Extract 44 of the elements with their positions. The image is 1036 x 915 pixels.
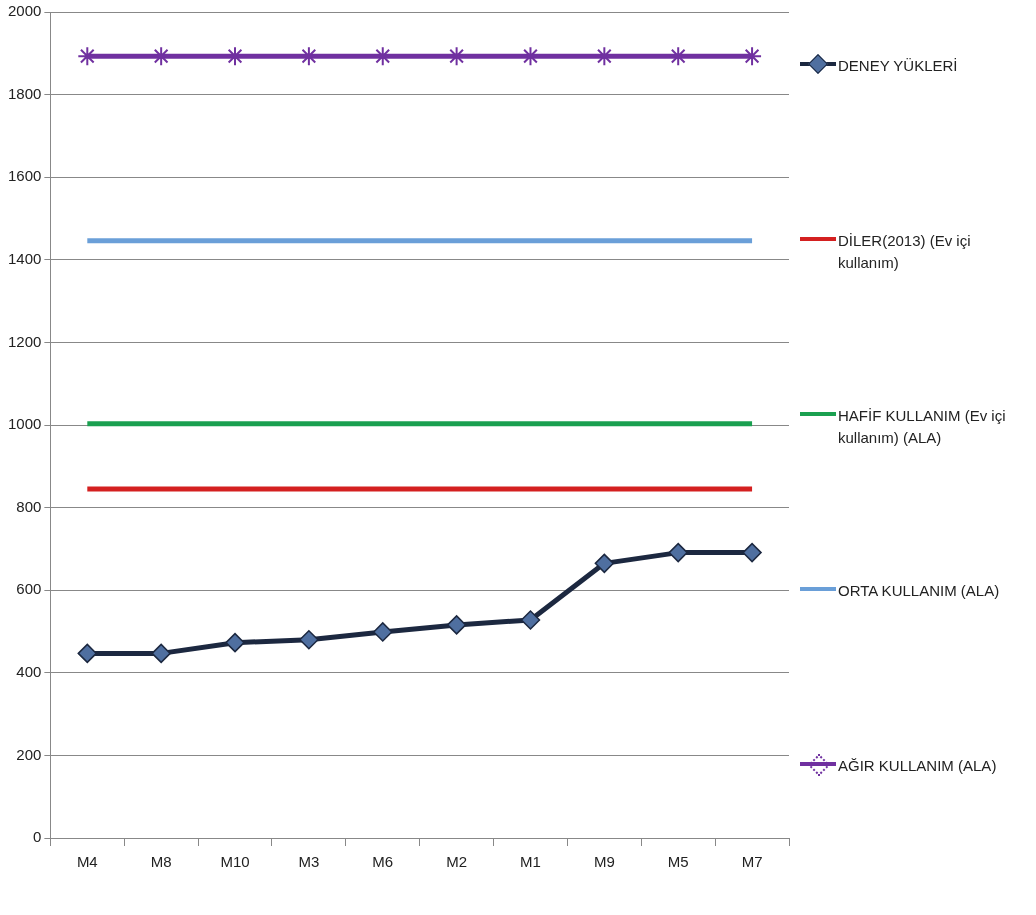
point (742, 46, 763, 67)
legend-label: AĞIR KULLANIM (ALA) (838, 756, 998, 776)
point (151, 46, 172, 67)
point (446, 46, 467, 67)
x-tick-label: M3 (298, 853, 320, 871)
legend-label: DİLER(2013) (Ev içi kullanım) (838, 231, 972, 273)
y-tick-label: 1800 (7, 84, 42, 102)
point (446, 615, 467, 635)
legend-label: DENEY YÜKLERİ (838, 56, 959, 76)
x-tick-label: M6 (372, 853, 394, 871)
point (594, 553, 615, 574)
point (372, 46, 393, 67)
point (668, 46, 689, 67)
x-tick-label: M10 (220, 853, 250, 871)
y-tick-label: 1200 (7, 332, 42, 350)
point (77, 643, 98, 664)
x-tick-label: M7 (741, 853, 763, 871)
point (151, 643, 171, 664)
point (520, 46, 541, 67)
legend-label: ORTA KULLANIM (ALA) (838, 581, 1001, 601)
x-tick-label: M4 (76, 853, 98, 871)
y-tick-label: 800 (16, 497, 42, 515)
x-tick-label: M8 (150, 853, 172, 871)
point (742, 542, 762, 563)
point (520, 610, 541, 630)
point (668, 542, 688, 563)
y-tick-label: 400 (16, 662, 42, 680)
y-tick-label: 1000 (7, 415, 42, 433)
point (225, 632, 245, 653)
y-tick-label: 1400 (7, 249, 42, 267)
y-tick-label: 0 (33, 828, 42, 846)
x-tick-label: M5 (667, 853, 689, 871)
y-tick-label: 600 (16, 580, 42, 598)
point (299, 630, 319, 650)
y-tick-label: 200 (16, 745, 42, 763)
y-tick-label: 1600 (7, 167, 42, 185)
x-tick-label: M9 (593, 853, 615, 871)
x-tick-label: M1 (520, 853, 541, 871)
point (594, 46, 615, 67)
point (77, 46, 98, 67)
x-tick-label: M2 (446, 853, 468, 871)
point (373, 622, 393, 642)
y-tick-label: 2000 (7, 2, 42, 20)
legend-label: HAFİF KULLANIM (Ev içi kullanım) (ALA) (838, 406, 1007, 448)
